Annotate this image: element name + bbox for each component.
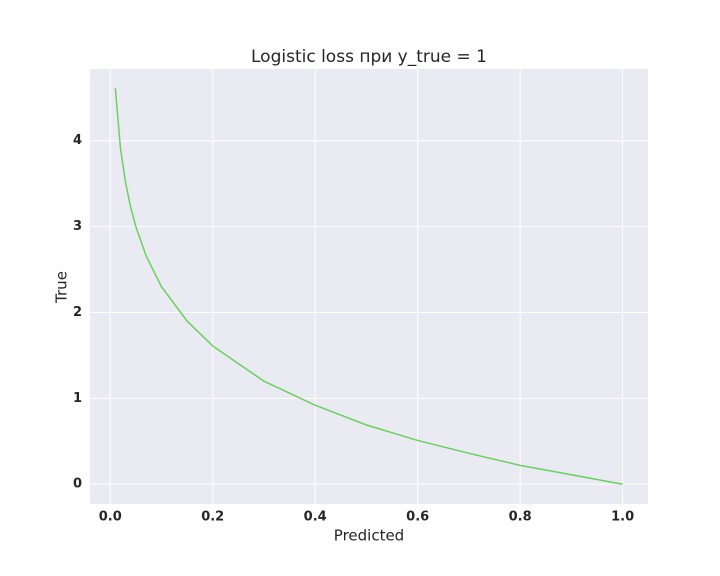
- x-tick-label: 0.6: [406, 510, 429, 525]
- x-tick-label: 1.0: [611, 510, 634, 525]
- data-line: [114, 88, 623, 485]
- y-tick-label: 4: [73, 133, 82, 148]
- y-axis-label: True: [53, 271, 71, 304]
- plot-area: [90, 69, 648, 504]
- chart-title: Logistic loss при y_true = 1: [251, 47, 487, 67]
- y-tick-label: 2: [73, 305, 82, 320]
- y-tick-label: 0: [73, 477, 82, 492]
- y-tick-label: 1: [73, 391, 82, 406]
- x-axis-label: Predicted: [334, 527, 404, 545]
- x-tick-label: 0.4: [304, 510, 327, 525]
- x-tick-label: 0.2: [201, 510, 224, 525]
- x-tick-label: 0.8: [509, 510, 532, 525]
- x-tick-label: 0.0: [99, 510, 122, 525]
- y-tick-label: 3: [73, 219, 82, 234]
